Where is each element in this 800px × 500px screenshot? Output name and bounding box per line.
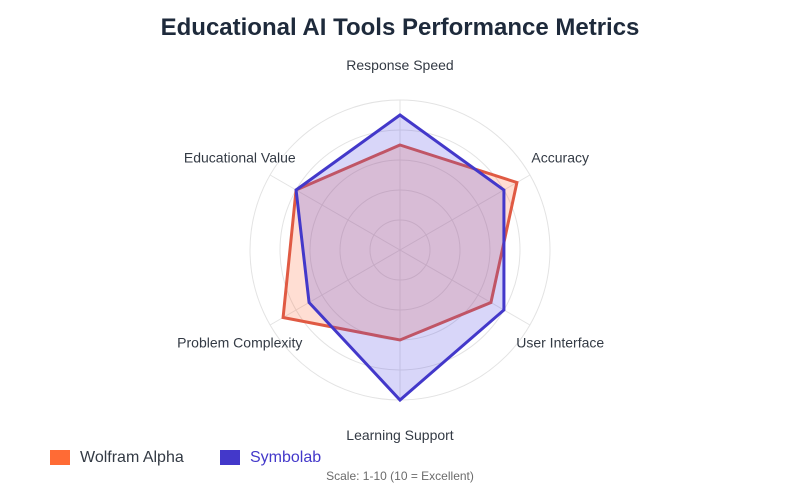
grid-spoke-user-interface — [399, 249, 531, 326]
series-symbolab[interactable] — [294, 113, 506, 403]
legend-swatch-wolfram-alpha — [50, 450, 70, 465]
axis-labels: Response Speed Accuracy User Interface Lear… — [177, 57, 604, 443]
axis-label-learning-support: Learning Support — [346, 427, 454, 443]
radar-series — [281, 113, 519, 403]
grid-spoke-problem-complexity — [269, 249, 401, 326]
grid-spoke-educational-value — [269, 174, 401, 251]
scale-note: Scale: 1-10 (10 = Excellent) — [326, 469, 474, 483]
axis-label-user-interface: User Interface — [516, 335, 604, 351]
axis-label-educational-value: Educational Value — [184, 150, 296, 166]
legend-item-symbolab[interactable]: Symbolab — [220, 449, 321, 466]
chart-title: Educational AI Tools Performance Metrics — [161, 14, 640, 41]
legend-label-wolfram-alpha: Wolfram Alpha — [80, 449, 184, 466]
axis-label-accuracy: Accuracy — [531, 150, 589, 166]
axis-label-response-speed: Response Speed — [346, 57, 453, 73]
legend-label-symbolab: Symbolab — [250, 449, 321, 466]
grid-spoke-accuracy — [399, 174, 531, 251]
axis-label-problem-complexity: Problem Complexity — [177, 335, 302, 351]
legend-swatch-symbolab — [220, 450, 240, 465]
legend-item-wolfram-alpha[interactable]: Wolfram Alpha — [50, 449, 184, 466]
legend: Wolfram Alpha Symbolab — [50, 449, 321, 466]
